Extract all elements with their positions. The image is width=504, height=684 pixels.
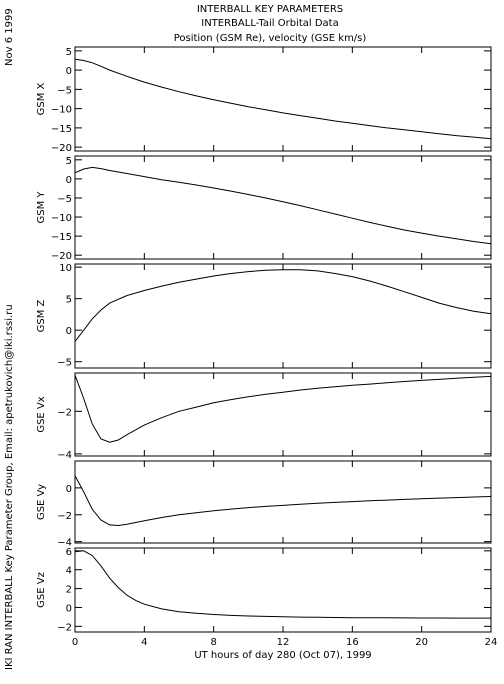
- y-tick-label: 0: [66, 484, 72, 495]
- chart-subtitle: INTERBALL-Tail Orbital Data: [201, 18, 338, 29]
- y-tick-label: −15: [51, 232, 72, 243]
- panel-frame: [74, 46, 492, 152]
- y-tick-label: 6: [66, 547, 72, 558]
- y-tick-label: −20: [51, 143, 72, 154]
- x-tick-label: 12: [277, 637, 290, 648]
- series-line-gse-vz: [74, 550, 491, 619]
- panel-frame: [74, 155, 492, 260]
- y-tick-label: 5: [66, 47, 72, 58]
- y-tick-label: 0: [66, 326, 72, 337]
- y-tick-label: −5: [57, 194, 72, 205]
- y-tick-label: 0: [66, 175, 72, 186]
- y-tick-label: 5: [66, 156, 72, 167]
- y-tick-label: −4: [57, 538, 72, 549]
- y-tick-label: −15: [51, 124, 72, 135]
- y-tick-label: −2: [57, 407, 72, 418]
- credit-line: IKI RAN INTERBALL Key Parameter Group, E…: [4, 304, 15, 670]
- y-tick-label: −4: [57, 450, 72, 461]
- x-tick-label: 8: [210, 637, 216, 648]
- y-tick-label: 0: [66, 603, 72, 614]
- y-tick-label: −20: [51, 251, 72, 262]
- series-line-gsm-z: [74, 269, 492, 342]
- y-tick-label: 5: [66, 295, 72, 306]
- y-tick-label: −2: [57, 622, 72, 633]
- series-line-gsm-y: [74, 166, 492, 245]
- x-axis-label: UT hours of day 280 (Oct 07), 1999: [194, 650, 371, 661]
- y-axis-label-gsm-z: GSM Z: [36, 299, 47, 332]
- y-tick-label: −5: [57, 358, 72, 369]
- series-line-gse-vx: [74, 374, 492, 443]
- print-date: Nov 6 1999: [4, 8, 15, 66]
- y-axis-label-gsm-y: GSM Y: [36, 191, 47, 224]
- y-tick-label: 4: [66, 566, 72, 577]
- x-tick-label: 16: [346, 637, 359, 648]
- x-tick-label: 24: [485, 637, 498, 648]
- chart-title: INTERBALL KEY PARAMETERS: [197, 4, 343, 15]
- y-tick-label: −2: [57, 511, 72, 522]
- panel-frame: [74, 263, 492, 369]
- x-tick-label: 4: [141, 637, 147, 648]
- y-axis-label-gse-vz: GSE Vz: [36, 572, 47, 608]
- y-axis-label-gsm-x: GSM X: [36, 82, 47, 115]
- y-axis-label-gse-vy: GSE Vy: [36, 484, 47, 520]
- x-tick-label: 20: [415, 637, 428, 648]
- y-tick-label: 0: [66, 66, 72, 77]
- panel-frame: [74, 460, 492, 544]
- y-tick-label: 10: [59, 263, 72, 274]
- y-axis-label-gse-vx: GSE Vx: [36, 396, 47, 432]
- chart-subtitle-2: Position (GSM Re), velocity (GSE km/s): [174, 33, 367, 44]
- series-line-gse-vy: [74, 475, 492, 527]
- y-tick-label: 2: [66, 585, 72, 596]
- panel-frame: [74, 372, 492, 457]
- panel-frame: [74, 547, 492, 633]
- y-tick-label: −10: [51, 105, 72, 116]
- x-tick-label: 0: [72, 637, 78, 648]
- y-tick-label: −10: [51, 213, 72, 224]
- y-tick-label: −5: [57, 85, 72, 96]
- series-line-gsm-x: [74, 58, 492, 140]
